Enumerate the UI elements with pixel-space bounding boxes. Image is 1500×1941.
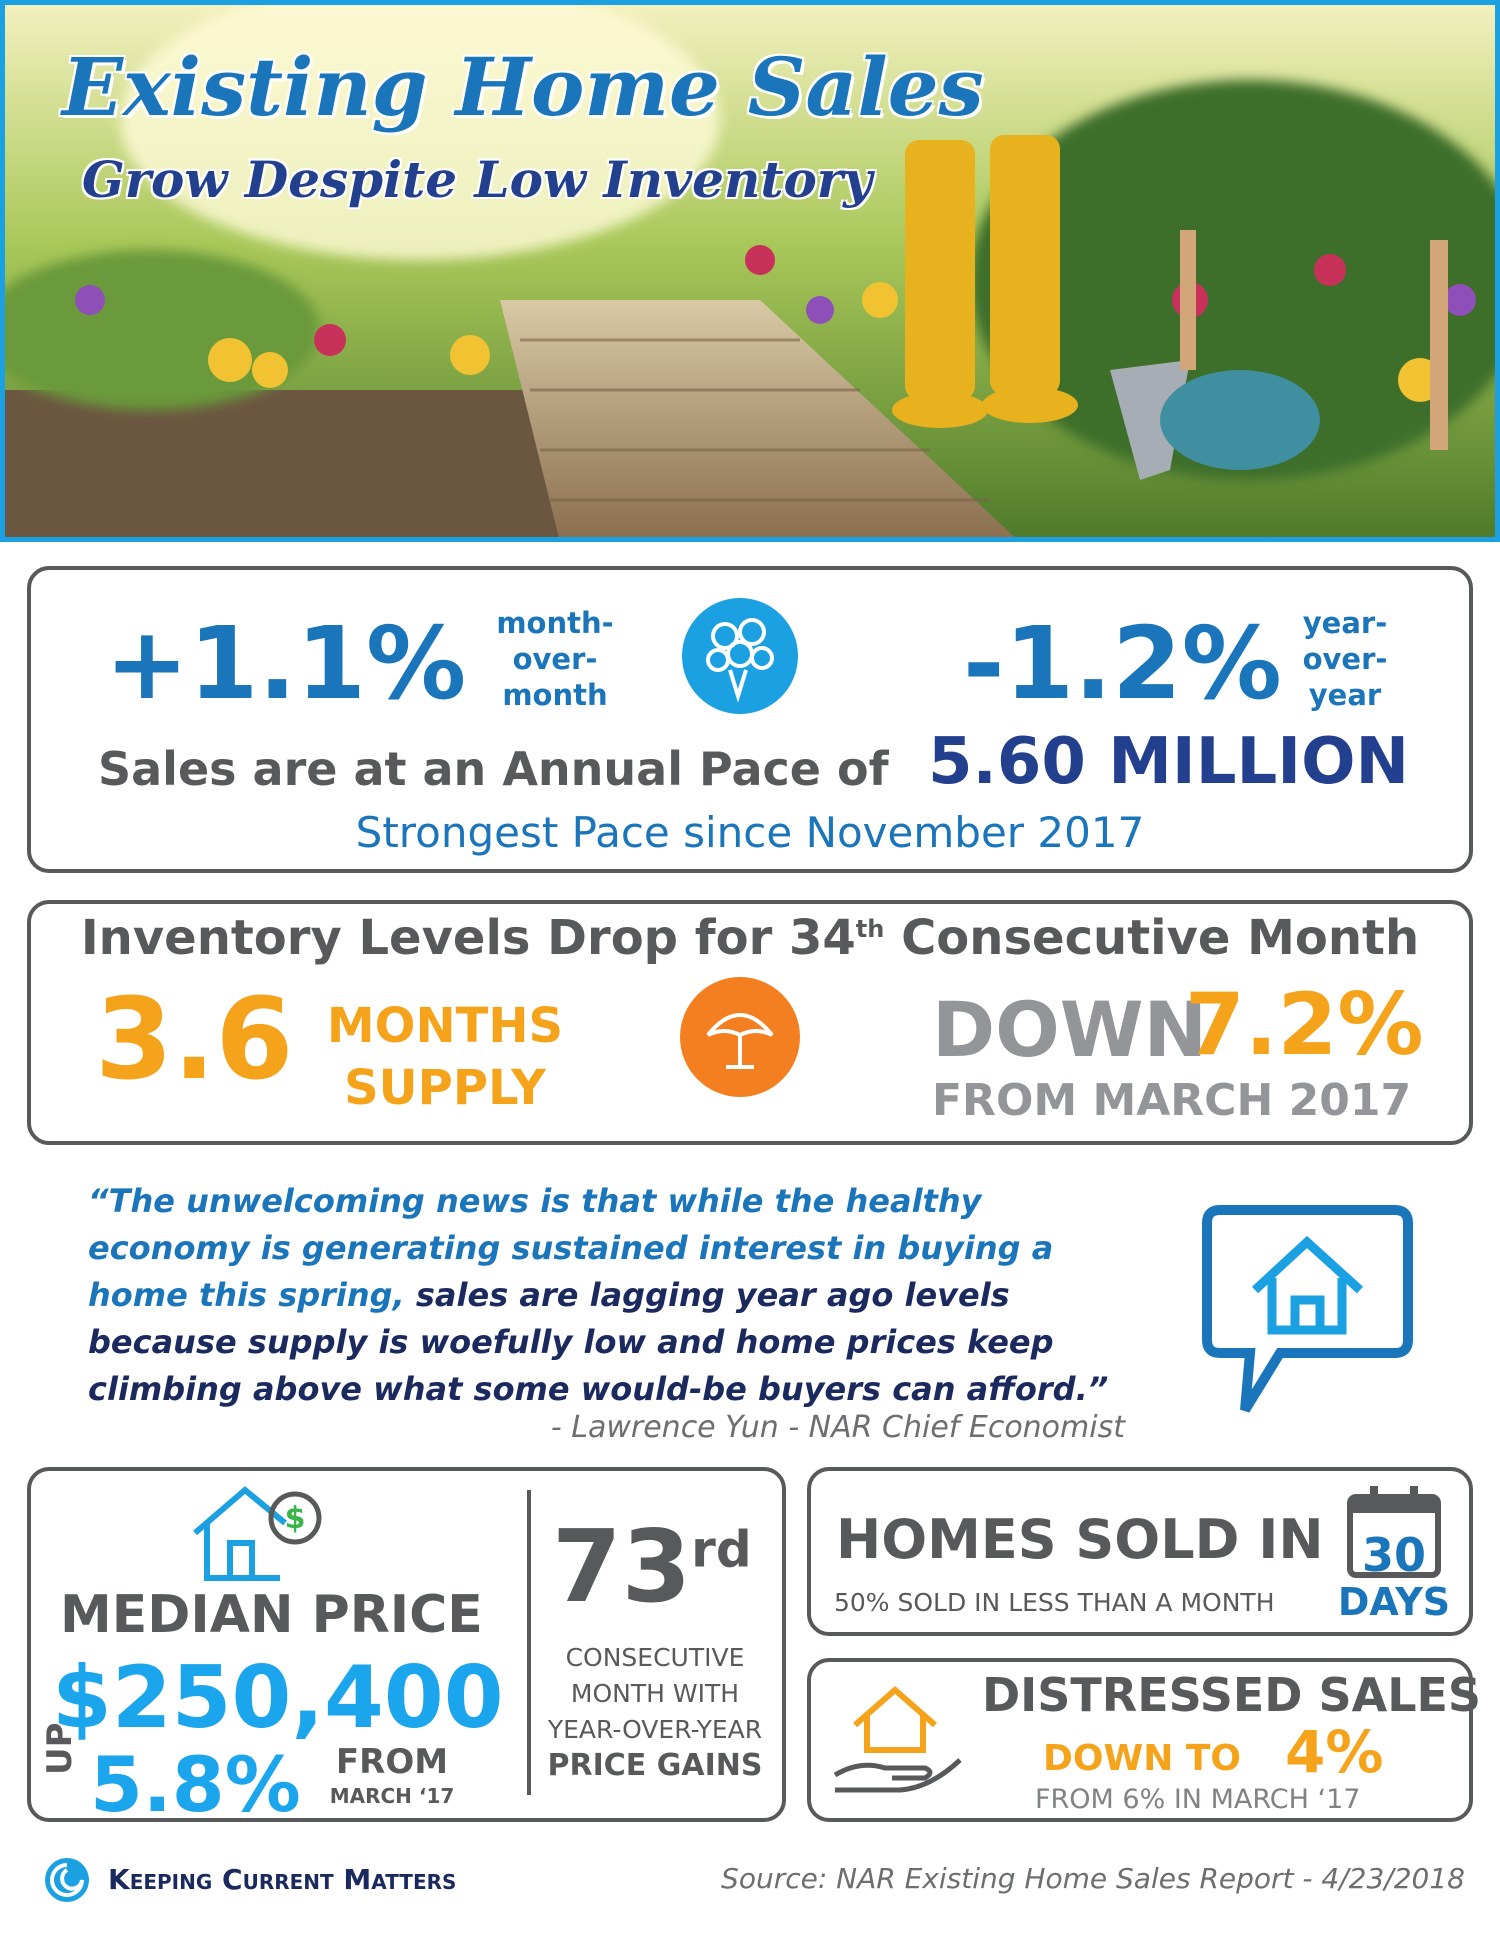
quote: “The unwelcoming news is that while the … bbox=[88, 1178, 1148, 1413]
mom-label: month- over- month bbox=[480, 605, 630, 713]
yoy-value: -1.2% bbox=[963, 605, 1282, 722]
label-line: year bbox=[1308, 678, 1382, 712]
label-line: MONTHS bbox=[326, 998, 564, 1054]
supply-value: 3.6 bbox=[95, 975, 294, 1105]
median-value: $250,400 bbox=[52, 1648, 504, 1748]
days-number: 30 bbox=[1361, 1528, 1426, 1582]
title-text: Inventory Levels Drop for 34 bbox=[80, 910, 856, 966]
inventory-box bbox=[27, 900, 1473, 1145]
distressed-title: DISTRESSED SALES bbox=[982, 1668, 1482, 1722]
brand-name: Keeping Current Matters bbox=[108, 1863, 457, 1896]
median-change: 5.8% bbox=[90, 1740, 301, 1829]
yoy-label: year- over- year bbox=[1290, 605, 1400, 713]
label-line: year- bbox=[1302, 606, 1388, 640]
number: 73 bbox=[552, 1508, 692, 1625]
distressed-box bbox=[807, 1658, 1473, 1822]
median-from: FROM MARCH ‘17 bbox=[322, 1745, 462, 1813]
label-line: SUPPLY bbox=[344, 1060, 546, 1116]
quote-part: sales are lagging year ago levels becaus… bbox=[88, 1276, 1109, 1408]
pace-value: 5.60 MILLION bbox=[928, 725, 1410, 799]
sales-box bbox=[27, 566, 1473, 873]
gains-line: CONSECUTIVE bbox=[565, 1643, 745, 1672]
bouquet-icon bbox=[682, 598, 798, 714]
median-label: MEDIAN PRICE bbox=[60, 1585, 483, 1645]
number-sup: rd bbox=[691, 1520, 752, 1579]
gains-line: PRICE GAINS bbox=[547, 1748, 763, 1783]
gains-text: CONSECUTIVE MONTH WITH YEAR-OVER-YEAR PR… bbox=[535, 1640, 775, 1784]
title: Existing Home Sales bbox=[62, 40, 984, 134]
mom-value: +1.1% bbox=[105, 605, 467, 722]
title-sup: th bbox=[855, 915, 885, 943]
homes-sold-title: HOMES SOLD IN bbox=[836, 1508, 1324, 1571]
homes-sold-box bbox=[807, 1467, 1473, 1636]
from-line: FROM bbox=[335, 1742, 449, 1782]
median-box bbox=[27, 1467, 786, 1822]
inventory-title: Inventory Levels Drop for 34th Consecuti… bbox=[27, 910, 1473, 966]
gains-line: MONTH WITH bbox=[570, 1679, 740, 1708]
subtitle: Grow Despite Low Inventory bbox=[82, 150, 873, 209]
from-line: MARCH ‘17 bbox=[329, 1784, 455, 1808]
house-bubble-icon bbox=[1202, 1205, 1413, 1413]
homes-sold-subtitle: 50% SOLD IN LESS THAN A MONTH bbox=[834, 1588, 1275, 1617]
umbrella-icon bbox=[680, 977, 800, 1097]
label-line: month bbox=[502, 678, 608, 712]
label-line: over- bbox=[512, 642, 598, 676]
distressed-value: 4% bbox=[1285, 1718, 1384, 1786]
up-label: UP bbox=[40, 1722, 80, 1775]
header-photo bbox=[0, 0, 1500, 542]
brand-logo bbox=[45, 1858, 89, 1902]
down-from: FROM MARCH 2017 bbox=[932, 1075, 1412, 1126]
strongest-pace: Strongest Pace since November 2017 bbox=[355, 808, 1145, 857]
source: Source: NAR Existing Home Sales Report -… bbox=[721, 1862, 1465, 1895]
gains-line: YEAR-OVER-YEAR bbox=[547, 1715, 763, 1744]
attribution: - Lawrence Yun - NAR Chief Economist bbox=[550, 1410, 1125, 1445]
dollar-sign: $ bbox=[285, 1501, 306, 1536]
down-word: DOWN bbox=[932, 985, 1208, 1074]
distressed-down: DOWN TO bbox=[1043, 1738, 1242, 1779]
gains-number: 73rd bbox=[552, 1508, 752, 1625]
distressed-from: FROM 6% IN MARCH ‘17 bbox=[1035, 1784, 1361, 1815]
label-line: month- bbox=[496, 606, 614, 640]
house-dollar-icon: $ bbox=[193, 1486, 322, 1581]
supply-label: MONTHS SUPPLY bbox=[310, 995, 580, 1119]
down-value: 7.2% bbox=[1185, 975, 1424, 1075]
calendar-icon bbox=[1347, 1486, 1441, 1578]
days-label: DAYS bbox=[1337, 1580, 1451, 1624]
hand-house-icon bbox=[833, 1686, 962, 1793]
pace-text: Sales are at an Annual Pace of bbox=[98, 742, 889, 796]
title-text: Consecutive Month bbox=[901, 910, 1420, 966]
label-line: over- bbox=[1302, 642, 1388, 676]
divider bbox=[527, 1490, 531, 1795]
quote-part: “The unwelcoming news is that while the … bbox=[88, 1182, 1054, 1314]
